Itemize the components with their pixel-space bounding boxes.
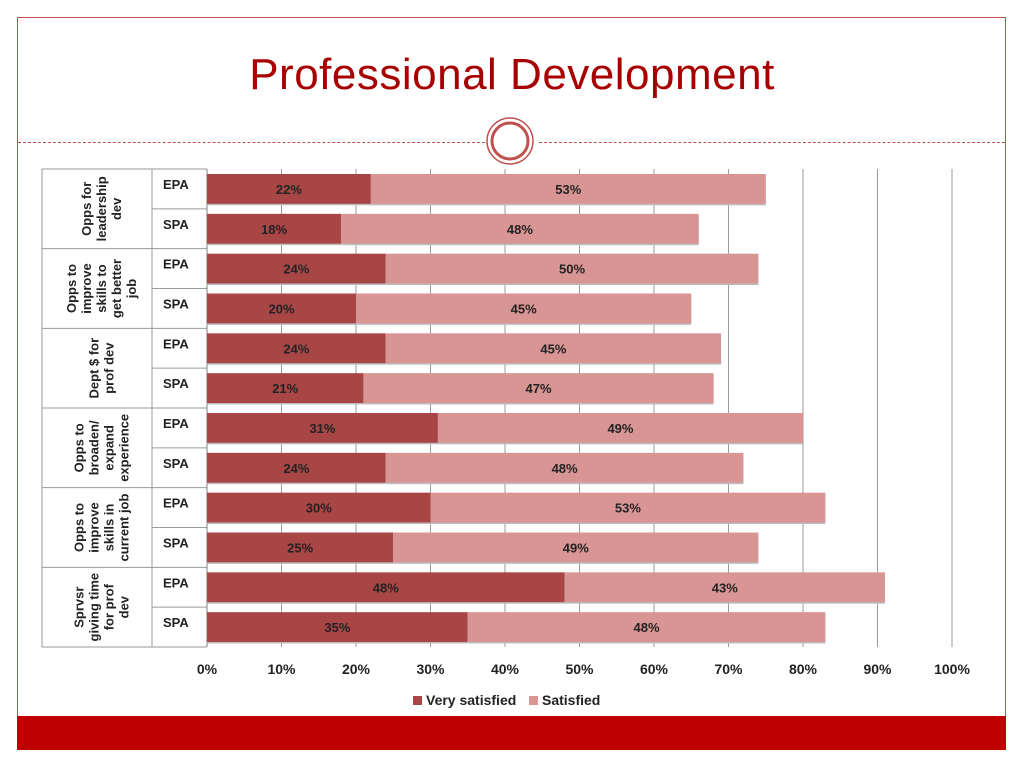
group-label: Opps tobroaden/expandexperience: [72, 414, 132, 482]
data-label: 49%: [607, 421, 633, 436]
row-label: SPA: [163, 376, 189, 391]
data-label: 49%: [563, 540, 589, 555]
row-label: SPA: [163, 615, 189, 630]
bar-very-satisfied: [207, 612, 468, 642]
data-label: 48%: [552, 461, 578, 476]
data-label: 18%: [261, 222, 287, 237]
bar-very-satisfied: [207, 293, 356, 324]
bar-very-satisfied: [207, 253, 386, 284]
data-label: 50%: [559, 262, 585, 277]
x-tick-label: 50%: [565, 661, 594, 677]
bar-satisfied: [356, 293, 692, 324]
data-label: 24%: [283, 262, 309, 277]
row-label: EPA: [163, 177, 189, 192]
legend-swatch-satisfied: [529, 696, 538, 705]
bar-satisfied: [467, 612, 826, 642]
bar-very-satisfied: [207, 413, 438, 443]
x-tick-label: 30%: [416, 661, 445, 677]
bar-very-satisfied: [207, 492, 431, 523]
data-label: 35%: [324, 620, 350, 635]
footer-band: [17, 716, 1006, 750]
divider-left: [18, 142, 485, 143]
data-label: 20%: [268, 301, 294, 316]
x-tick-label: 70%: [714, 661, 743, 677]
x-tick-label: 100%: [934, 661, 970, 677]
x-tick-label: 80%: [789, 661, 818, 677]
data-label: 22%: [276, 182, 302, 197]
legend-label: Satisfied: [542, 692, 600, 708]
data-label: 43%: [712, 580, 738, 595]
group-label: Dept $ forprof dev: [87, 338, 117, 399]
row-label: SPA: [163, 297, 189, 312]
bar-satisfied: [363, 373, 714, 403]
group-label: Opps forleadershipdev: [79, 176, 124, 241]
data-label: 48%: [634, 620, 660, 635]
bar-satisfied: [385, 452, 744, 483]
x-tick-label: 40%: [491, 661, 520, 677]
data-label: 48%: [373, 580, 399, 595]
x-tick-label: 60%: [640, 661, 669, 677]
row-label: EPA: [163, 257, 189, 272]
bar-satisfied: [341, 213, 699, 244]
row-label: SPA: [163, 456, 189, 471]
data-label: 53%: [555, 182, 581, 197]
data-label: 24%: [283, 341, 309, 356]
bar-very-satisfied: [207, 532, 394, 563]
data-label: 30%: [306, 501, 332, 516]
row-label: EPA: [163, 416, 189, 431]
data-label: 48%: [507, 222, 533, 237]
x-tick-label: 20%: [342, 661, 371, 677]
slide-title: Professional Development: [249, 50, 775, 99]
data-label: 31%: [309, 421, 335, 436]
data-label: 45%: [540, 341, 566, 356]
bar-very-satisfied: [207, 333, 386, 364]
data-label: 53%: [615, 501, 641, 516]
group-label: Sprvsrgiving timefor profdev: [72, 573, 132, 642]
x-tick-label: 0%: [197, 661, 218, 677]
divider-right: [539, 142, 1005, 143]
row-label: EPA: [163, 336, 189, 351]
row-label: EPA: [163, 496, 189, 511]
data-label: 25%: [287, 540, 313, 555]
bar-satisfied: [430, 492, 826, 523]
data-label: 47%: [526, 381, 552, 396]
row-label: EPA: [163, 575, 189, 590]
data-label: 24%: [283, 461, 309, 476]
data-label: 21%: [272, 381, 298, 396]
circle-ornament-icon: [486, 117, 534, 165]
x-tick-label: 90%: [863, 661, 892, 677]
group-label: Opps toimproveskills incurrent job: [72, 493, 132, 561]
bar-satisfied: [385, 253, 759, 284]
bar-very-satisfied: [207, 572, 565, 603]
legend-label: Very satisfied: [426, 692, 516, 708]
group-label: Opps toimproveskills toget betterjob: [64, 259, 139, 318]
bar-satisfied: [370, 174, 766, 204]
bar-satisfied: [564, 572, 885, 603]
bar-very-satisfied: [207, 213, 342, 244]
bar-satisfied: [437, 413, 803, 443]
bar-very-satisfied: [207, 174, 371, 204]
bar-satisfied: [385, 333, 722, 364]
bar-very-satisfied: [207, 452, 386, 483]
bar-very-satisfied: [207, 373, 364, 403]
bar-satisfied: [393, 532, 759, 563]
x-tick-label: 10%: [267, 661, 296, 677]
legend-swatch-very-satisfied: [413, 696, 422, 705]
row-label: SPA: [163, 217, 189, 232]
row-label: SPA: [163, 536, 189, 551]
data-label: 45%: [511, 301, 537, 316]
